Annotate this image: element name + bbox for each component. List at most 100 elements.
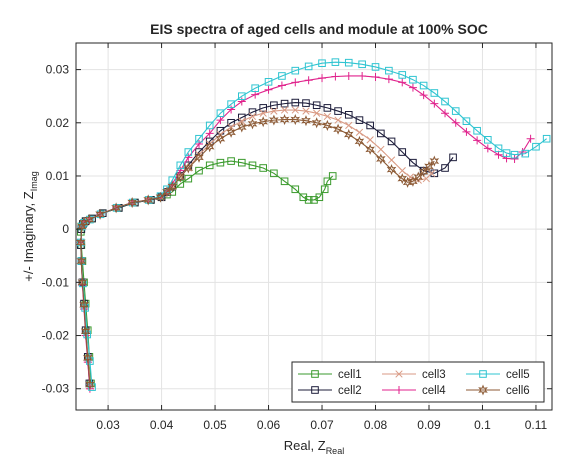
data-point-cell4 xyxy=(441,109,450,118)
data-point-cell1 xyxy=(328,172,337,180)
data-point-cell2 xyxy=(280,99,289,108)
data-point-cell4 xyxy=(304,76,313,85)
data-point-cell4 xyxy=(430,99,439,108)
data-point-cell5 xyxy=(227,100,235,108)
legend-swatch-marker xyxy=(311,386,319,394)
legend-swatch-marker xyxy=(479,370,487,378)
data-point-cell6 xyxy=(167,181,178,193)
data-point-cell5 xyxy=(451,107,460,115)
data-point-cell4 xyxy=(526,134,535,143)
legend-item-cell3: cell3 xyxy=(382,369,446,381)
data-point-cell6 xyxy=(247,118,258,130)
data-point-cell3 xyxy=(323,112,332,121)
legend-item-cell5: cell5 xyxy=(466,369,530,381)
data-point-cell3 xyxy=(302,107,310,115)
legend-swatch-marker xyxy=(311,370,319,378)
data-point-cell6 xyxy=(322,119,333,131)
plot-area xyxy=(76,43,552,410)
data-point-cell4 xyxy=(371,73,380,82)
data-point-cell1 xyxy=(237,158,246,167)
data-point-cell6 xyxy=(127,197,137,209)
data-point-cell3 xyxy=(366,136,374,144)
data-point-cell5 xyxy=(398,71,407,79)
legend-swatch-marker xyxy=(478,384,488,396)
data-point-cell5 xyxy=(502,149,511,157)
data-point-cell1 xyxy=(315,193,324,202)
data-point-cell5 xyxy=(409,75,417,84)
data-point-cell5 xyxy=(81,304,89,312)
data-point-cell6 xyxy=(418,166,429,178)
data-point-cell5 xyxy=(184,148,193,156)
data-point-cell1 xyxy=(195,166,203,175)
data-point-cell5 xyxy=(484,136,492,144)
y-axis-label: +/- Imaginary, ZImag xyxy=(21,171,39,281)
data-point-cell6 xyxy=(333,123,343,135)
x-tick-label: 0.05 xyxy=(203,418,227,432)
y-tick-label: 0.02 xyxy=(46,116,70,130)
data-point-cell2 xyxy=(398,148,407,156)
data-point-cell2 xyxy=(270,101,278,110)
legend: cell1 cell2 cell3 cell4 cell5 cell6 xyxy=(291,361,545,403)
data-point-cell6 xyxy=(76,236,86,249)
data-point-cell4 xyxy=(483,144,492,153)
data-point-cell5 xyxy=(430,89,439,97)
plot-frame xyxy=(75,42,553,411)
legend-label: cell1 xyxy=(338,369,362,381)
y-tick-label: -0.03 xyxy=(42,382,70,396)
data-point-cell3 xyxy=(291,106,299,114)
data-point-cell2 xyxy=(334,107,342,115)
data-point-cell4 xyxy=(216,116,225,125)
data-point-cell6 xyxy=(162,186,172,198)
y-tick-label: -0.01 xyxy=(42,275,70,289)
data-point-cell2 xyxy=(377,129,385,138)
data-point-cell5 xyxy=(291,66,300,75)
data-point-cell4 xyxy=(358,71,367,80)
data-point-cell5 xyxy=(358,60,366,69)
data-point-cell5 xyxy=(371,63,380,71)
data-point-cell6 xyxy=(215,133,226,145)
data-point-cell1 xyxy=(320,185,329,194)
data-point-cell3 xyxy=(313,109,321,117)
y-tick-label: 0 xyxy=(62,222,69,236)
data-point-cell5 xyxy=(344,58,353,67)
data-point-cell6 xyxy=(397,173,408,185)
data-point-cell4 xyxy=(331,72,340,81)
data-point-cell4 xyxy=(510,154,519,163)
data-point-cell6 xyxy=(402,176,413,188)
data-point-cell6 xyxy=(301,115,311,127)
data-point-cell5 xyxy=(195,134,203,143)
data-point-cell6 xyxy=(290,114,301,126)
data-point-cell3 xyxy=(377,145,385,154)
data-point-cell5 xyxy=(237,92,246,100)
data-point-cell6 xyxy=(194,151,204,163)
data-point-cell6 xyxy=(143,194,154,206)
data-point-cell5 xyxy=(542,134,551,143)
data-point-cell3 xyxy=(355,128,364,137)
legend-item-cell6: cell6 xyxy=(466,384,530,397)
data-point-cell6 xyxy=(269,114,279,126)
data-point-cell6 xyxy=(236,121,247,133)
data-point-cell6 xyxy=(226,126,236,138)
x-tick-label: 0.03 xyxy=(96,418,120,432)
legend-label: cell3 xyxy=(422,369,446,381)
data-point-cell4 xyxy=(398,78,407,87)
data-point-cell6 xyxy=(84,214,95,226)
data-point-cell5 xyxy=(278,72,286,80)
x-tick-label: 0.11 xyxy=(525,418,548,432)
legend-label: cell4 xyxy=(422,385,446,397)
series-cell6 xyxy=(76,114,440,391)
data-point-cell6 xyxy=(85,378,95,391)
data-point-cell1 xyxy=(227,157,235,165)
data-point-cell1 xyxy=(248,161,257,170)
data-point-cell4 xyxy=(205,129,214,138)
data-point-cell2 xyxy=(259,104,267,112)
data-point-cell6 xyxy=(80,325,91,337)
data-point-cell6 xyxy=(76,255,87,267)
data-point-cell4 xyxy=(408,83,417,92)
data-point-cell4 xyxy=(384,75,393,84)
y-axis-label-subscript: Imag xyxy=(29,171,39,191)
data-point-cell6 xyxy=(155,191,166,203)
data-point-cell5 xyxy=(494,144,503,153)
x-axis-label-main: Real, Z xyxy=(284,438,326,453)
data-point-cell6 xyxy=(79,217,89,229)
